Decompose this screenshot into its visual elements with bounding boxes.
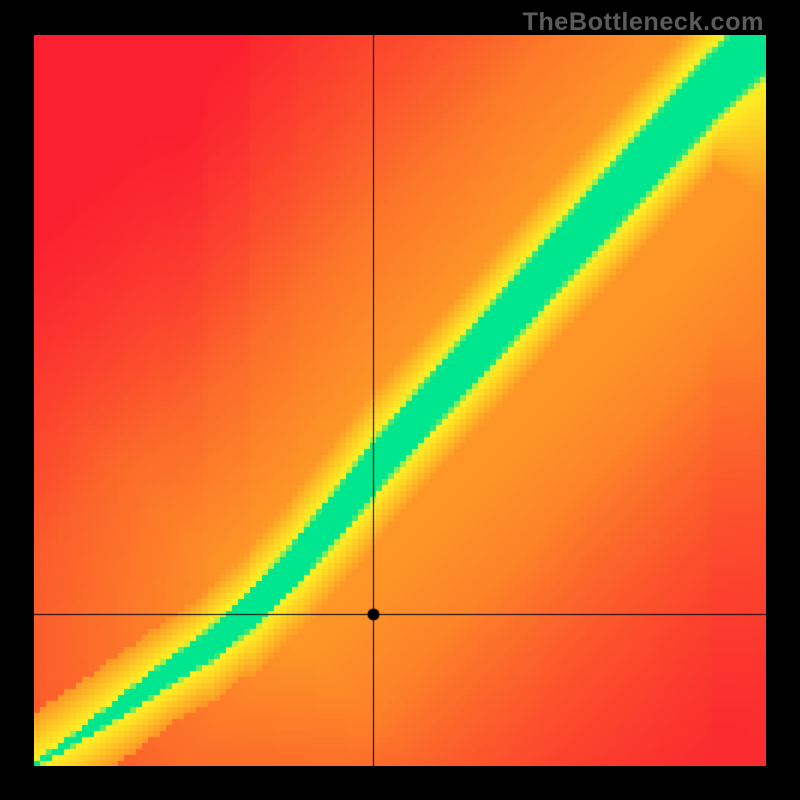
chart-frame: TheBottleneck.com	[0, 0, 800, 800]
bottleneck-heatmap	[34, 35, 766, 766]
watermark-label: TheBottleneck.com	[522, 8, 764, 37]
